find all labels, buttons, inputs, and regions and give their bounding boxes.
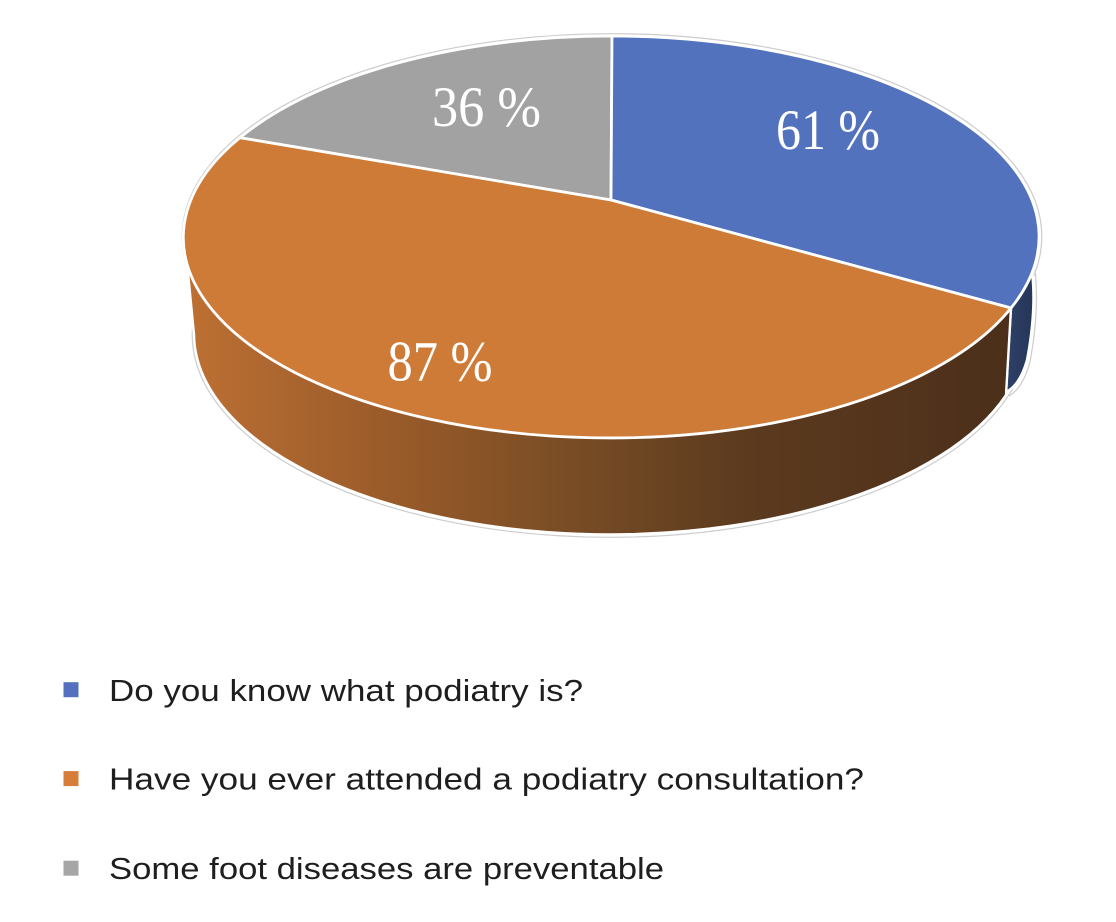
svg-text:Have you ever attended a podia: Have you ever attended a podiatry consul…	[109, 763, 864, 797]
svg-text:36 %: 36 %	[432, 76, 541, 139]
svg-text:Do you know what podiatry is?: Do you know what podiatry is?	[109, 674, 583, 708]
svg-text:87 %: 87 %	[388, 331, 493, 394]
svg-text:Some foot diseases are prevent: Some foot diseases are preventable	[109, 852, 664, 886]
svg-text:61 %: 61 %	[776, 99, 880, 162]
